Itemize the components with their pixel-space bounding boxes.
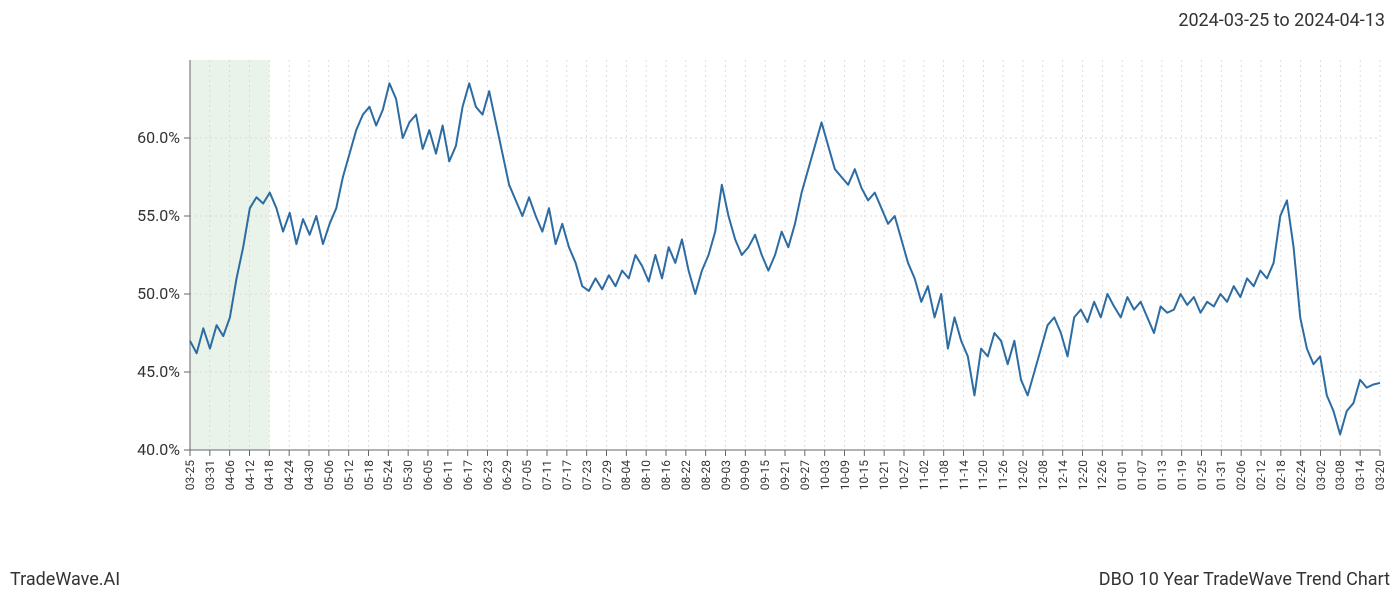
x-axis-tick-label: 04-24 <box>282 460 296 490</box>
x-axis-tick-label: 07-29 <box>600 460 614 490</box>
x-axis-tick-label: 06-23 <box>481 460 495 490</box>
x-axis-tick-label: 05-18 <box>362 460 376 490</box>
x-axis-tick-label: 12-02 <box>1016 460 1030 490</box>
x-axis-tick-label: 10-15 <box>857 460 871 490</box>
y-axis-tick-label: 50.0% <box>100 284 180 303</box>
y-axis-tick-label: 55.0% <box>100 206 180 225</box>
x-axis-tick-label: 07-05 <box>520 460 534 490</box>
trend-chart <box>100 50 1390 470</box>
x-axis-tick-label: 06-11 <box>441 460 455 490</box>
x-axis-tick-label: 09-09 <box>738 460 752 490</box>
x-axis-tick-label: 10-03 <box>818 460 832 490</box>
x-axis-tick-label: 12-08 <box>1036 460 1050 490</box>
x-axis-tick-label: 10-21 <box>877 460 891 490</box>
x-axis-tick-label: 12-26 <box>1095 460 1109 490</box>
x-axis-tick-label: 07-11 <box>540 460 554 490</box>
x-axis-tick-label: 08-10 <box>639 460 653 490</box>
x-axis-tick-label: 05-06 <box>322 460 336 490</box>
x-axis-tick-label: 06-17 <box>461 460 475 490</box>
x-axis-tick-label: 04-12 <box>243 460 257 490</box>
x-axis-tick-label: 09-15 <box>758 460 772 490</box>
x-axis-tick-label: 09-21 <box>778 460 792 490</box>
x-axis-tick-label: 02-06 <box>1234 460 1248 490</box>
x-axis-tick-label: 08-04 <box>619 460 633 490</box>
x-axis-tick-label: 07-17 <box>560 460 574 490</box>
x-axis-tick-label: 07-23 <box>580 460 594 490</box>
x-axis-tick-label: 05-12 <box>342 460 356 490</box>
x-axis-tick-label: 09-03 <box>719 460 733 490</box>
x-axis-tick-label: 10-27 <box>897 460 911 490</box>
x-axis-tick-label: 01-01 <box>1115 460 1129 490</box>
x-axis-tick-label: 02-24 <box>1294 460 1308 490</box>
x-axis-tick-label: 11-26 <box>996 460 1010 490</box>
x-axis-tick-label: 01-25 <box>1195 460 1209 490</box>
x-axis-tick-label: 01-13 <box>1155 460 1169 490</box>
x-axis-tick-label: 12-14 <box>1056 460 1070 490</box>
x-axis-tick-label: 04-30 <box>302 460 316 490</box>
x-axis-tick-label: 03-31 <box>203 460 217 490</box>
x-axis-tick-label: 01-19 <box>1175 460 1189 490</box>
x-axis-tick-label: 06-05 <box>421 460 435 490</box>
x-axis-tick-label: 09-27 <box>798 460 812 490</box>
x-axis-tick-label: 02-12 <box>1254 460 1268 490</box>
x-axis-tick-label: 03-08 <box>1333 460 1347 490</box>
x-axis-tick-label: 03-14 <box>1353 460 1367 490</box>
x-axis-tick-label: 06-29 <box>500 460 514 490</box>
x-axis-tick-label: 11-02 <box>917 460 931 490</box>
chart-title: DBO 10 Year TradeWave Trend Chart <box>1099 569 1390 590</box>
x-axis-tick-label: 11-20 <box>976 460 990 490</box>
x-axis-tick-label: 08-22 <box>679 460 693 490</box>
x-axis-tick-label: 08-16 <box>659 460 673 490</box>
y-axis-tick-label: 45.0% <box>100 362 180 381</box>
x-axis-tick-label: 08-28 <box>699 460 713 490</box>
x-axis-tick-label: 11-08 <box>937 460 951 490</box>
x-axis-tick-label: 10-09 <box>838 460 852 490</box>
brand-label: TradeWave.AI <box>10 569 120 590</box>
x-axis-tick-label: 11-14 <box>957 460 971 490</box>
x-axis-tick-label: 04-06 <box>223 460 237 490</box>
x-axis-tick-label: 02-18 <box>1274 460 1288 490</box>
x-axis-tick-label: 03-20 <box>1373 460 1387 490</box>
x-axis-tick-label: 12-20 <box>1076 460 1090 490</box>
x-axis-tick-label: 04-18 <box>262 460 276 490</box>
x-axis-tick-label: 03-02 <box>1314 460 1328 490</box>
date-range-label: 2024-03-25 to 2024-04-13 <box>1178 10 1385 31</box>
y-axis-tick-label: 60.0% <box>100 128 180 147</box>
chart-svg <box>100 50 1390 530</box>
x-axis-tick-label: 05-30 <box>401 460 415 490</box>
x-axis-tick-label: 01-31 <box>1214 460 1228 490</box>
x-axis-tick-label: 01-07 <box>1135 460 1149 490</box>
x-axis-tick-label: 03-25 <box>183 460 197 490</box>
x-axis-tick-label: 05-24 <box>381 460 395 490</box>
y-axis-tick-label: 40.0% <box>100 440 180 459</box>
